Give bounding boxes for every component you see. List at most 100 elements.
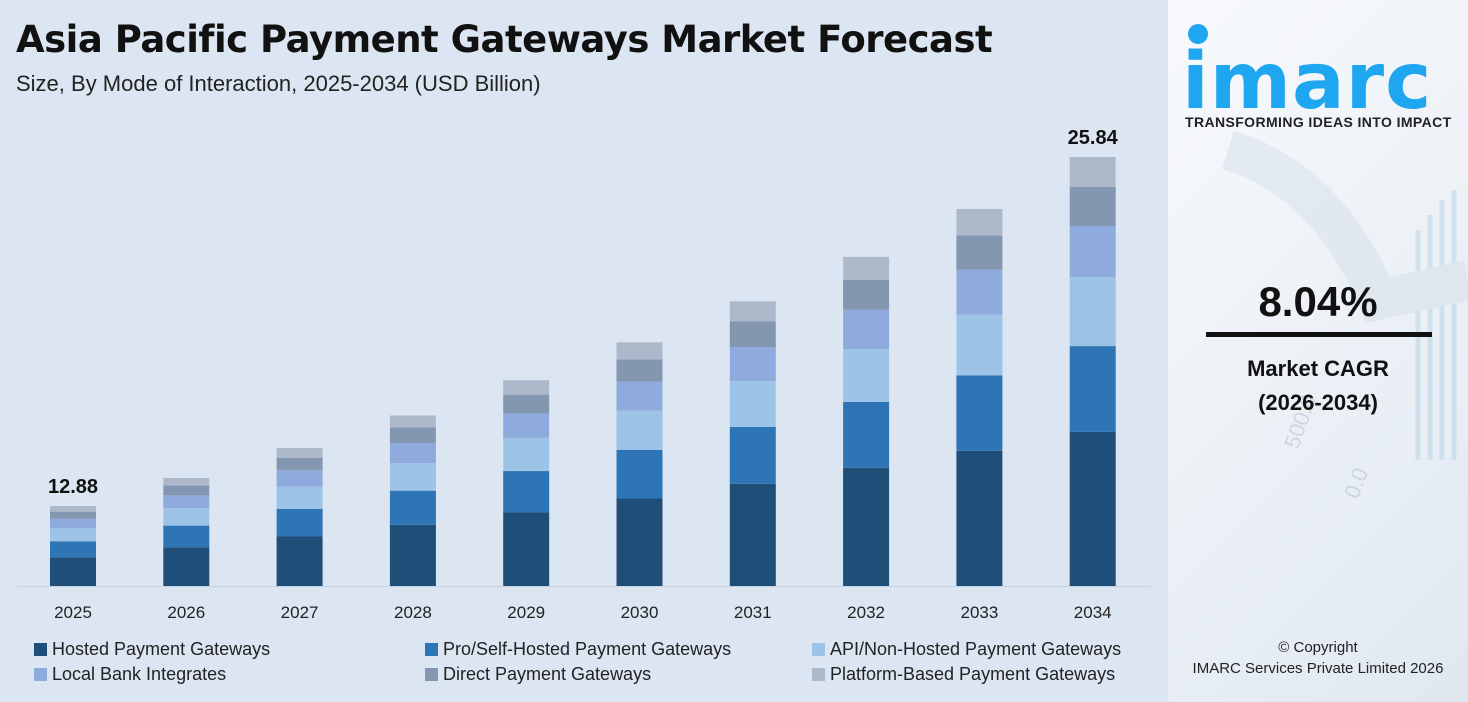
company-name: IMARC Services Private Limited 2026 [1192,660,1444,677]
bar-segment-2029-2 [503,437,550,472]
legend-item: API/Non-Hosted Payment Gateways [812,639,1121,660]
cagr-period: (2026-2034) [1258,390,1378,415]
bar-segment-2030-1 [616,449,663,499]
legend-swatch [425,668,438,681]
bar-segment-2028-2 [389,463,436,491]
chart-subtitle: Size, By Mode of Interaction, 2025-2034 … [16,71,541,96]
bar-segment-2031-0 [729,483,776,586]
cagr-label: Market CAGR (2026-2034) [1168,352,1468,420]
x-tick-label: 2032 [847,603,885,622]
svg-text:0.0: 0.0 [1339,464,1373,501]
bar-segment-2025-0 [50,557,96,586]
bar-segment-2028-5 [389,415,436,428]
divider [1206,332,1432,337]
x-tick-label: 2030 [621,603,659,622]
x-tick-label: 2029 [507,603,545,622]
bar-segment-2032-1 [843,401,890,468]
bar-segment-2031-4 [729,321,776,348]
legend-item: Pro/Self-Hosted Payment Gateways [425,639,731,660]
bar-segment-2026-4 [163,485,210,496]
bar-segment-2029-0 [503,512,550,586]
bar-segment-2026-3 [163,495,210,509]
bar-segment-2026-1 [163,525,210,548]
cagr-value: 8.04% [1258,278,1378,325]
cagr-label-text: Market CAGR [1247,356,1389,381]
bar-segment-2026-0 [163,547,210,586]
bar-segment-2031-1 [729,426,776,484]
chart-panel: Asia Pacific Payment Gateways Market For… [16,18,1150,685]
legend-label: Platform-Based Payment Gateways [830,664,1116,684]
legend-swatch [34,668,47,681]
bar-segment-2028-3 [389,443,436,464]
legend-swatch [425,643,438,656]
bar-segment-2028-4 [389,427,436,444]
bar-segment-2025-1 [50,541,96,558]
bar-segment-2028-1 [389,490,436,525]
bar-segment-2034-5 [1069,156,1116,188]
copyright-text: © Copyright [1278,639,1358,656]
bar-segment-2029-4 [503,394,550,414]
bar-segment-2033-0 [956,450,1003,586]
legend-item: Local Bank Integrates [34,664,226,685]
legend-swatch [34,643,47,656]
stacked-bar-chart: 2025 12.88 2026 2027 2028 2029 2030 2031 2032 203… [18,127,1150,622]
tagline: TRANSFORMING IDEAS INTO IMPACT [1185,114,1452,130]
bar-segment-2033-5 [956,208,1003,236]
svg-text:imarc: imarc [1182,37,1432,112]
bar-segment-2029-1 [503,471,550,513]
bar-segment-2031-2 [729,380,776,427]
legend-item: Direct Payment Gateways [425,664,651,685]
bar-segment-2029-5 [503,380,550,395]
legend-label: Local Bank Integrates [52,664,227,684]
bar-segment-2033-2 [956,314,1003,376]
info-panel: 500.0 0.0 imarc TRANSFORMING IDEAS INTO … [1168,0,1468,702]
bar-segment-2030-2 [616,410,663,450]
bar-segment-2034-2 [1069,277,1116,347]
bar-segment-2028-0 [389,524,436,586]
legend-label: Hosted Payment Gateways [52,639,271,659]
bar-segment-2029-3 [503,413,550,438]
legend-item: Platform-Based Payment Gateways [812,664,1115,685]
bar-segment-2030-0 [616,498,663,586]
legend-swatch [812,668,825,681]
bar-segment-2032-2 [843,348,890,402]
bar-segment-2026-2 [163,508,210,526]
bar-segment-2033-4 [956,235,1003,270]
legend-swatch [812,643,825,656]
imarc-logo: imarc [1182,24,1432,112]
legend-label: Direct Payment Gateways [443,664,652,684]
bar-segment-2025-4 [50,511,96,519]
bar-segment-2025-2 [50,528,96,542]
bar-segment-2034-4 [1069,187,1116,227]
x-tick-label: 2031 [734,603,772,622]
bar-segment-2032-0 [843,467,890,586]
bar-segment-2030-3 [616,381,663,411]
bar-segment-2032-4 [843,279,890,310]
copyright: © Copyright IMARC Services Private Limit… [1168,637,1468,679]
bar-segment-2033-1 [956,375,1003,451]
bar-segment-2025-3 [50,518,96,529]
data-label: 12.88 [48,476,98,498]
background-chart-image: 500.0 0.0 [1221,130,1468,502]
legend-label: API/Non-Hosted Payment Gateways [830,639,1122,659]
x-tick-label: 2027 [281,603,319,622]
bar-segment-2031-3 [729,347,776,381]
x-tick-label: 2026 [167,603,205,622]
chart-title: Asia Pacific Payment Gateways Market For… [16,18,993,61]
bar-segment-2034-1 [1069,346,1116,432]
bar-segment-2027-5 [276,448,323,458]
bar-segment-2027-0 [276,536,323,586]
legend-item: Hosted Payment Gateways [34,639,270,660]
bar-segment-2034-3 [1069,226,1116,278]
bar-segment-2025-5 [50,506,96,512]
bar-segment-2030-4 [616,359,663,382]
bar-segment-2033-3 [956,269,1003,315]
bar-segment-2031-5 [729,301,776,322]
bar-segment-2032-3 [843,309,890,349]
x-tick-label: 2033 [960,603,998,622]
bar-segment-2034-0 [1069,431,1116,586]
data-label: 25.84 [1068,127,1119,149]
x-tick-label: 2028 [394,603,432,622]
bar-segment-2027-2 [276,486,323,509]
bar-segment-2027-1 [276,508,323,537]
